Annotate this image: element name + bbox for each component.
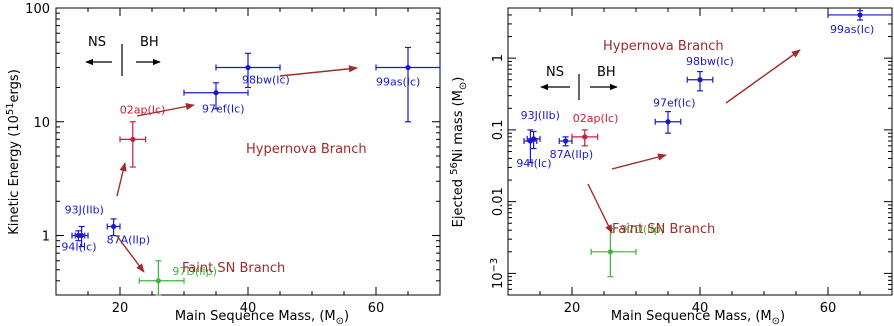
y-axis-label: Ejected 56Ni mass (M⊙): [449, 77, 469, 228]
data-point: 98bw(Ic): [686, 55, 734, 92]
branch-arrow: [116, 235, 145, 273]
point-marker: [245, 64, 251, 71]
kinetic-energy-chart: 20 40 60 1 10 100 93J(IIb) 94I(Ic) 87A(IIp) 02ap…: [5, 2, 441, 326]
branch-arrow: [611, 153, 667, 170]
data-point: 98bw(Ic): [215, 52, 290, 89]
faint-sn-branch-label: Faint SN Branch: [612, 222, 715, 237]
point-marker: [405, 64, 411, 71]
y-tick-label: 0.1: [491, 120, 506, 141]
data-point: 02ap(Ic): [119, 103, 165, 168]
point-label: 99as(Ic): [830, 23, 874, 36]
point-label: 02ap(Ic): [573, 112, 619, 125]
y-tick-label: 10−3: [489, 258, 506, 289]
y-tick-label: 0.01: [491, 187, 506, 216]
data-points: 93J(IIb) 94I(Ic) 87A(IIp) 02ap(Ic) 97ef(Ic) 9…: [61, 46, 441, 296]
point-label: 98bw(Ic): [686, 55, 734, 68]
branch-arrow: [136, 103, 195, 117]
y-tick-label: 1: [42, 230, 50, 245]
branch-arrow: [279, 65, 358, 77]
point-label: 93J(IIb): [65, 204, 104, 217]
point-label: 97ef(Ic): [202, 103, 245, 116]
bh-label: BH: [140, 35, 159, 50]
data-point: 02ap(Ic): [571, 112, 619, 147]
point-label: 94I(Ic): [516, 157, 551, 170]
x-axis-label: Main Sequence Mass, (M⊙): [175, 309, 349, 326]
tick-group: 20 40 60 1 10 100: [25, 2, 441, 316]
faint-sn-branch-label: Faint SN Branch: [182, 261, 285, 276]
data-point: 94I(Ic): [61, 230, 97, 254]
tick-group: 20 40 60 10−3 0.01 0.1 1: [489, 7, 893, 316]
point-label: 94I(Ic): [61, 241, 96, 254]
point-marker: [75, 232, 81, 239]
point-marker: [857, 12, 863, 18]
data-point: 97ef(Ic): [653, 97, 696, 134]
hypernova-branch-label: Hypernova Branch: [246, 142, 367, 157]
point-marker: [582, 134, 588, 140]
point-label: 99as(Ic): [376, 75, 420, 88]
data-point: 87A(IIp): [106, 218, 151, 247]
point-label: 97D(IIp): [172, 265, 217, 278]
branch-arrow: [725, 49, 801, 104]
y-tick-label: 1: [491, 54, 506, 62]
data-point: 99as(Ic): [827, 9, 893, 36]
data-point: 93J(IIb): [65, 204, 104, 248]
point-label: 87A(IIp): [107, 234, 151, 247]
point-marker: [130, 136, 136, 142]
point-marker: [563, 138, 569, 144]
data-point: 97D(IIp): [590, 223, 665, 278]
point-label: 93J(IIb): [521, 109, 560, 122]
point-marker: [665, 119, 671, 125]
point-marker: [213, 90, 219, 96]
y-axis-label: Kinetic Energy (1051ergs): [5, 69, 22, 235]
x-tick-label: 60: [820, 301, 837, 316]
data-point: 87A(IIp): [550, 136, 594, 161]
point-label: 97ef(Ic): [653, 97, 696, 110]
x-tick-label: 20: [112, 301, 129, 316]
point-marker: [111, 223, 117, 230]
data-point: 97D(IIp): [138, 260, 217, 296]
x-tick-label: 60: [368, 301, 385, 316]
x-tick-label: 40: [240, 301, 257, 316]
point-label: 97D(IIp): [620, 223, 665, 236]
y-tick-label: 100: [25, 2, 50, 17]
point-label: 87A(IIp): [550, 148, 594, 161]
y-tick-label: 10: [33, 116, 50, 131]
ns-label: NS: [88, 35, 106, 50]
point-label: 98bw(Ic): [242, 73, 290, 86]
point-marker: [697, 77, 703, 83]
x-tick-label: 40: [692, 301, 709, 316]
data-points: 93J(IIb) 94I(Ic)87A(IIp) 02ap(Ic) 97ef(Ic) 9…: [516, 9, 893, 278]
bh-label: BH: [597, 65, 616, 80]
x-axis-label: Main Sequence Mass, (M⊙): [611, 309, 785, 326]
point-marker: [527, 138, 534, 144]
data-point: 93J(IIb): [521, 109, 560, 150]
nickel-mass-chart: 20 40 60 10−3 0.01 0.1 1 93J(IIb) 94I(Ic)87A(II…: [449, 7, 893, 326]
hypernova-branch-label: Hypernova Branch: [603, 39, 724, 54]
branch-arrow: [587, 183, 613, 234]
branch-arrow: [116, 162, 127, 197]
x-tick-label: 20: [564, 301, 581, 316]
data-point: 94I(Ic): [516, 129, 552, 170]
data-point: 97ef(Ic): [183, 82, 249, 116]
point-marker: [607, 249, 614, 255]
point-marker: [155, 278, 161, 284]
data-point: 99as(Ic): [375, 46, 441, 123]
ns-label: NS: [546, 65, 564, 80]
